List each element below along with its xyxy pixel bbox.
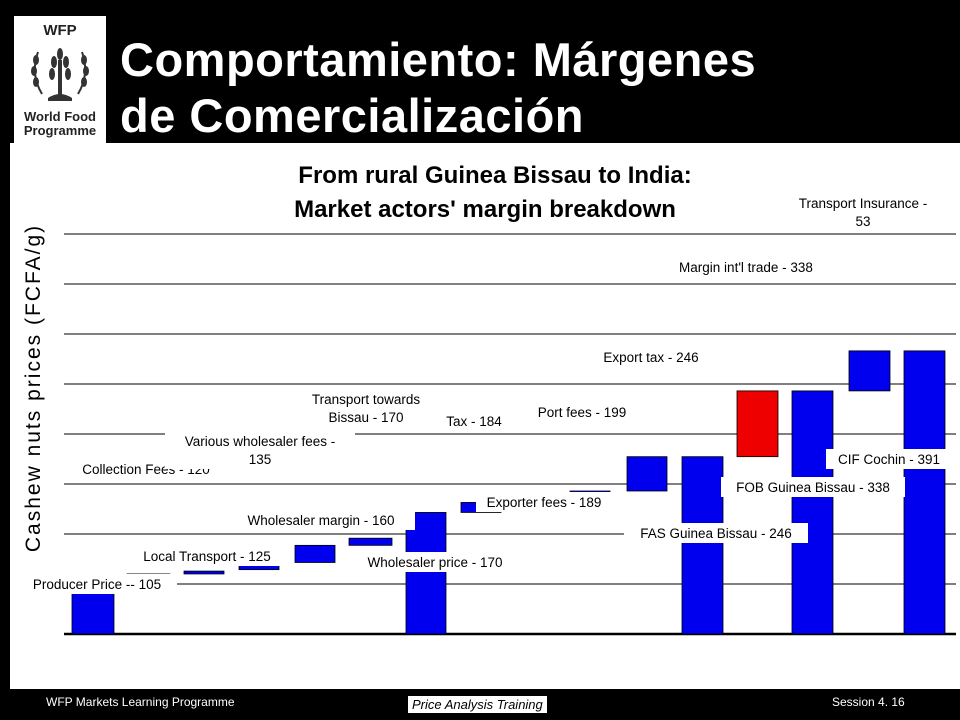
bar-callout: CIF Cochin - 391	[826, 449, 952, 469]
footer-programme: WFP Markets Learning Programme	[46, 695, 235, 709]
waterfall-bar	[736, 390, 779, 458]
waterfall-bar	[903, 350, 946, 635]
bar-label: Tax - 184	[446, 414, 502, 429]
bar-label: Port fees - 199	[538, 405, 627, 420]
bar-callout: Local Transport - 125	[122, 546, 292, 566]
bar-label: Bissau - 170	[328, 410, 403, 425]
waterfall-bar	[405, 512, 447, 635]
bar-label: Wholesaler margin - 160	[247, 513, 394, 528]
bar-callout: Transport towards Bissau - 170	[296, 389, 436, 429]
callout-background	[778, 193, 948, 233]
bar-callout: Various wholesaler fees - 135	[165, 431, 355, 469]
bar-label: Export tax - 246	[603, 350, 698, 365]
bar-label: Exporter fees - 189	[487, 495, 602, 510]
bar-callout: FAS Guinea Bissau - 246	[624, 523, 808, 543]
bar-callout: FOB Guinea Bissau - 338	[721, 477, 905, 497]
bar-callout: Wholesaler margin - 160	[227, 510, 415, 530]
footer-course: Price Analysis Training	[408, 696, 547, 713]
bar-label: Transport towards	[312, 392, 421, 407]
slide-title: Comportamiento: Márgenes de Comercializa…	[120, 33, 757, 142]
bar-label: Producer Price -- 105	[33, 577, 161, 592]
bar-callout: Wholesaler price - 170	[350, 552, 520, 572]
callout-background	[586, 347, 716, 367]
bar-callout: Port fees - 199	[524, 402, 640, 422]
bar-callout: Tax - 184	[436, 411, 512, 431]
callout-background	[227, 510, 415, 530]
waterfall-bar	[848, 350, 891, 392]
wfp-logo: WFP World Food Programme	[14, 16, 106, 144]
waterfall-bar	[294, 544, 336, 563]
waterfall-bar	[626, 456, 668, 492]
chart-title: From rural Guinea Bissau to India:	[298, 162, 691, 189]
bar-label: FOB Guinea Bissau - 338	[736, 480, 890, 495]
bar-label: FAS Guinea Bissau - 246	[640, 526, 792, 541]
waterfall-bar	[348, 537, 393, 546]
bar-label: Local Transport - 125	[143, 549, 271, 564]
callout-background	[524, 402, 640, 422]
logo-acronym: WFP	[43, 22, 77, 39]
callout-background	[122, 546, 292, 566]
callout-background	[476, 492, 612, 512]
callout-background	[436, 411, 512, 431]
chart-subtitle: Market actors' margin breakdown	[294, 196, 676, 223]
bar-label: CIF Cochin - 391	[838, 452, 940, 467]
callout-background	[826, 449, 952, 469]
wfp-wheat-wreath-emblem-icon	[31, 48, 89, 101]
callout-background	[655, 257, 837, 277]
waterfall-bar	[791, 390, 834, 635]
callout-background	[721, 477, 905, 497]
bar-callout: Export tax - 246	[586, 347, 716, 367]
bar-callout: Transport Insurance - 53	[778, 193, 948, 233]
bar-label: Wholesaler price - 170	[367, 555, 502, 570]
bar-callout: Producer Price -- 105	[17, 574, 177, 594]
callout-background	[165, 431, 355, 469]
bar-callout: Exporter fees - 189	[476, 492, 612, 512]
bar-label: 135	[249, 452, 272, 467]
callout-background	[624, 523, 808, 543]
bar-label: Various wholesaler fees -	[185, 434, 336, 449]
callout-background	[296, 389, 436, 429]
bar-label: Transport Insurance -	[799, 196, 928, 211]
waterfall-bar	[183, 570, 225, 575]
callout-background	[17, 574, 177, 594]
bar-label: Margin int'l trade - 338	[679, 260, 813, 275]
waterfall-bar	[681, 456, 724, 635]
y-axis-label: Cashew nuts prices (FCFA/g)	[22, 224, 45, 552]
bar-callout: Margin int'l trade - 338	[655, 257, 837, 277]
bar-label: 53	[855, 214, 870, 229]
callout-background	[350, 552, 520, 572]
chart-panel: Producer Price -- 105 Collection Fees - 1…	[10, 143, 960, 689]
logo-name: World Food Programme	[23, 109, 97, 138]
footer-session: Session 4. 16	[832, 695, 905, 709]
